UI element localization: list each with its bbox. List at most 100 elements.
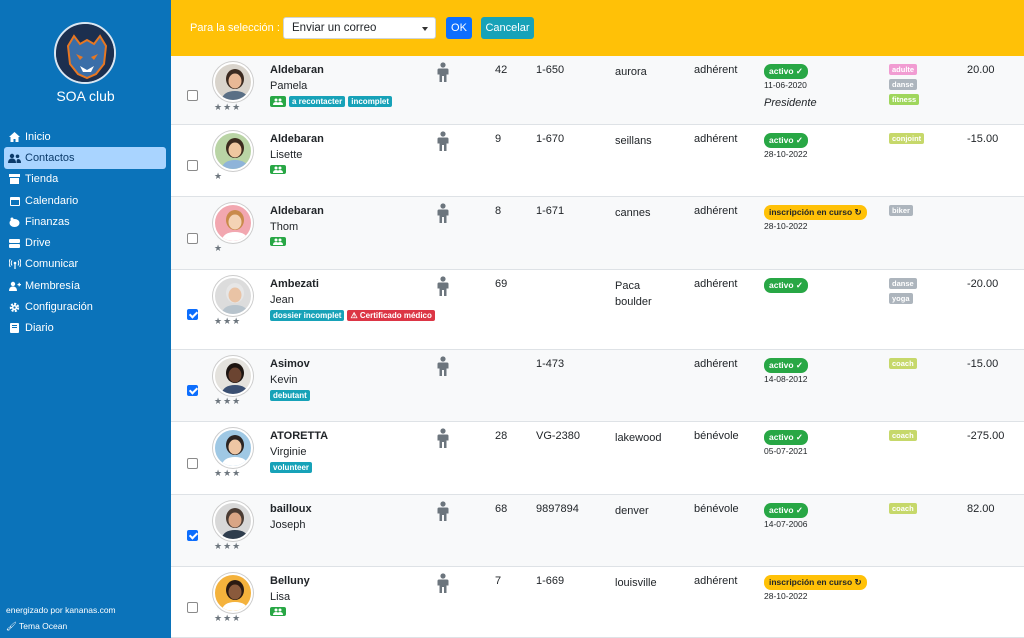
category-badge[interactable]: fitness [889, 94, 920, 105]
contact-row[interactable]: ★ Aldebaran Lisette 9 1-670 seillans adhérent a… [171, 125, 1024, 197]
category-badge[interactable]: coach [889, 430, 917, 441]
avatar[interactable] [213, 573, 253, 613]
contact-last-name[interactable]: bailloux [270, 503, 312, 515]
status-badge[interactable]: activo ✓ [764, 64, 809, 79]
person-icon [436, 356, 450, 376]
sidebar-item-contactos[interactable]: Contactos [4, 147, 166, 169]
status-badge[interactable]: activo ✓ [764, 358, 809, 373]
sidebar-item-tienda[interactable]: Tienda [4, 169, 166, 190]
row-checkbox[interactable] [187, 90, 198, 101]
sidebar-item-label: Configuración [25, 301, 93, 314]
sidebar-item-label: Finanzas [25, 215, 70, 228]
sidebar-item-finanzas[interactable]: Finanzas [4, 211, 166, 232]
category-badge[interactable]: adulte [889, 64, 918, 75]
category-badge[interactable]: yoga [889, 293, 913, 304]
rating-stars[interactable]: ★★★ [214, 102, 242, 112]
rating-stars[interactable]: ★★★ [214, 541, 242, 551]
tag-badge[interactable]: debutant [270, 390, 310, 401]
bulk-action-select[interactable]: Enviar un correo [283, 17, 436, 39]
avatar[interactable] [213, 428, 253, 468]
contact-last-name[interactable]: Aldebaran [270, 64, 324, 76]
sidebar-item-configuracion[interactable]: Configuración [4, 296, 166, 317]
contact-number: 9 [495, 133, 502, 145]
tag-badge[interactable]: ⚠ Certificado médico [347, 310, 435, 321]
finance-icon [8, 216, 21, 227]
status-badge[interactable]: inscripción en curso ↻ [764, 575, 867, 590]
contact-last-name[interactable]: Ambezati [270, 278, 319, 290]
contact-last-name[interactable]: ATORETTA [270, 430, 329, 442]
rating-stars[interactable]: ★★★ [214, 396, 242, 406]
status-badge[interactable]: inscripción en curso ↻ [764, 205, 867, 220]
member-code: 9897894 [536, 503, 579, 515]
row-checkbox[interactable] [187, 309, 198, 320]
sidebar-item-calendario[interactable]: Calendario [4, 190, 166, 211]
rating-stars[interactable]: ★★★ [214, 468, 242, 478]
tag-badge[interactable]: dossier incomplet [270, 310, 345, 321]
contact-last-name[interactable]: Aldebaran [270, 205, 324, 217]
contact-last-name[interactable]: Asimov [270, 358, 310, 370]
contact-row[interactable]: ★★★ Asimov Kevin debutant 1-473 adhérent activ… [171, 350, 1024, 422]
contact-first-name: Jean [270, 294, 294, 306]
powered-by[interactable]: energizado por kananas.com [6, 605, 116, 615]
contact-city: lakewood [615, 432, 662, 444]
avatar[interactable] [213, 131, 253, 171]
category-badge[interactable]: coach [889, 503, 917, 514]
rating-stars[interactable]: ★ [214, 171, 224, 181]
sidebar-item-comunicar[interactable]: Comunicar [4, 254, 166, 275]
sidebar-item-label: Calendario [25, 194, 79, 207]
contact-row[interactable]: ★★★ Aldebaran Pamela a recontacter incomplet… [171, 56, 1024, 125]
contact-tags [270, 165, 286, 174]
row-checkbox[interactable] [187, 160, 198, 171]
rating-stars[interactable]: ★★★ [214, 613, 242, 623]
row-checkbox[interactable] [187, 530, 198, 541]
status-badge[interactable]: activo ✓ [764, 133, 809, 148]
tag-badge[interactable]: volunteer [270, 462, 313, 473]
category-badge[interactable]: danse [889, 79, 917, 90]
status-badge[interactable]: activo ✓ [764, 278, 809, 293]
status-badge[interactable]: activo ✓ [764, 430, 809, 445]
contact-last-name[interactable]: Aldebaran [270, 133, 324, 145]
member-code: 1-669 [536, 575, 565, 587]
sidebar-item-label: Diario [25, 322, 54, 335]
tag-badge[interactable]: incomplet [348, 96, 393, 107]
sidebar-item-diario[interactable]: Diario [4, 318, 166, 339]
contact-row[interactable]: ★★★ bailloux Joseph 68 9897894 denver bénévole… [171, 495, 1024, 567]
avatar[interactable] [213, 356, 253, 396]
avatar[interactable] [213, 203, 253, 243]
sidebar-item-inicio[interactable]: Inicio [4, 126, 166, 147]
cancel-button[interactable]: Cancelar [481, 17, 534, 39]
theme-switch[interactable]: 🖌 Tema Ocean [6, 621, 67, 632]
balance-amount: -275.00 [967, 430, 1005, 442]
category-badge[interactable]: coach [889, 358, 917, 369]
sidebar: SOA club Inicio Contactos Tienda Calenda… [0, 0, 171, 638]
contact-last-name[interactable]: Belluny [270, 575, 310, 587]
row-checkbox[interactable] [187, 602, 198, 613]
sidebar-item-drive[interactable]: Drive [4, 232, 166, 253]
status-badge[interactable]: activo ✓ [764, 503, 809, 518]
avatar[interactable] [213, 276, 253, 316]
sidebar-item-membresia[interactable]: Membresía [4, 275, 166, 296]
rating-stars[interactable]: ★ [214, 243, 224, 253]
tag-badge[interactable]: a recontacter [289, 96, 346, 107]
contact-row[interactable]: ★★★ Ambezati Jean dossier incomplet ⚠ Certif… [171, 270, 1024, 350]
ok-button[interactable]: OK [446, 17, 472, 39]
row-checkbox[interactable] [187, 385, 198, 396]
contact-row[interactable]: ★ Aldebaran Thom 8 1-671 cannes adhérent inscri… [171, 197, 1024, 270]
rating-stars[interactable]: ★★★ [214, 316, 242, 326]
category-badge[interactable]: danse [889, 278, 917, 289]
club-logo[interactable] [54, 22, 116, 84]
avatar[interactable] [213, 501, 253, 541]
category-badge[interactable]: biker [889, 205, 913, 216]
avatar[interactable] [213, 62, 253, 102]
group-icon [270, 237, 286, 246]
category-badge[interactable]: conjoint [889, 133, 925, 144]
contact-row[interactable]: ★★★ Belluny Lisa 7 1-669 louisville adhérent in… [171, 567, 1024, 638]
status-date: 11-06-2020 [764, 80, 807, 90]
row-checkbox[interactable] [187, 458, 198, 469]
group-icon [270, 607, 286, 616]
contact-number: 42 [495, 64, 508, 76]
person-icon [436, 203, 450, 223]
row-checkbox[interactable] [187, 233, 198, 244]
board-role: Presidente [764, 97, 817, 109]
contact-row[interactable]: ★★★ ATORETTA Virginie volunteer 28 VG-2380 lak… [171, 422, 1024, 495]
